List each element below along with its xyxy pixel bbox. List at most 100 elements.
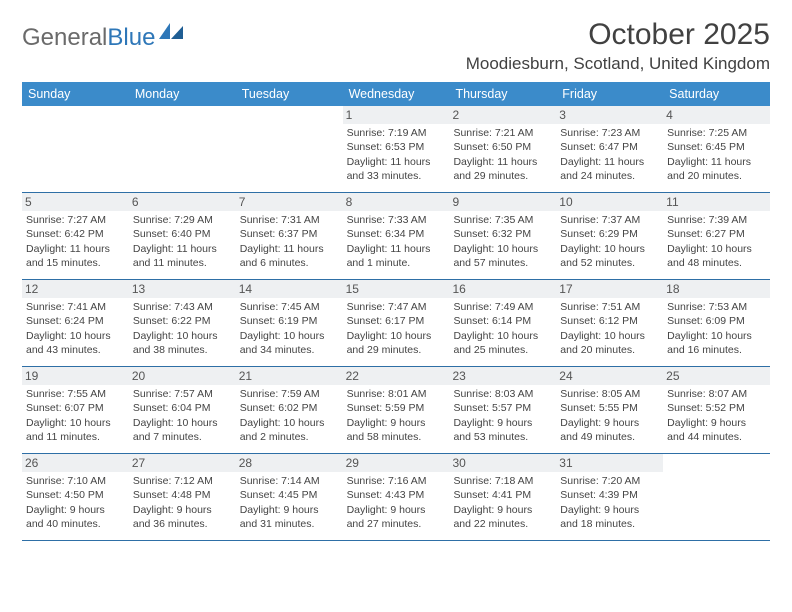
day-body: Sunrise: 8:03 AMSunset: 5:57 PMDaylight:…: [453, 387, 552, 444]
weekday-header: Wednesday: [343, 82, 450, 106]
day-body: Sunrise: 7:33 AMSunset: 6:34 PMDaylight:…: [347, 213, 446, 270]
weekday-header: Saturday: [663, 82, 770, 106]
daylight-text: Daylight: 11 hours and 11 minutes.: [133, 242, 232, 270]
day-body: Sunrise: 7:37 AMSunset: 6:29 PMDaylight:…: [560, 213, 659, 270]
day-body: Sunrise: 7:20 AMSunset: 4:39 PMDaylight:…: [560, 474, 659, 531]
logo-text-blue: Blue: [107, 24, 155, 52]
title-block: October 2025 Moodiesburn, Scotland, Unit…: [466, 18, 770, 74]
daylight-text: Daylight: 10 hours and 38 minutes.: [133, 329, 232, 357]
sunset-text: Sunset: 6:34 PM: [347, 227, 446, 241]
day-number: 5: [22, 193, 129, 211]
day-cell: 16Sunrise: 7:49 AMSunset: 6:14 PMDayligh…: [449, 280, 556, 366]
day-cell: 28Sunrise: 7:14 AMSunset: 4:45 PMDayligh…: [236, 454, 343, 540]
day-number: 9: [449, 193, 556, 211]
day-cell: 3Sunrise: 7:23 AMSunset: 6:47 PMDaylight…: [556, 106, 663, 192]
day-number: 19: [22, 367, 129, 385]
day-number: 15: [343, 280, 450, 298]
daylight-text: Daylight: 9 hours and 18 minutes.: [560, 503, 659, 531]
sunset-text: Sunset: 6:45 PM: [667, 140, 766, 154]
day-cell: 29Sunrise: 7:16 AMSunset: 4:43 PMDayligh…: [343, 454, 450, 540]
day-body: Sunrise: 7:21 AMSunset: 6:50 PMDaylight:…: [453, 126, 552, 183]
sunset-text: Sunset: 6:24 PM: [26, 314, 125, 328]
daylight-text: Daylight: 9 hours and 53 minutes.: [453, 416, 552, 444]
sunset-text: Sunset: 6:17 PM: [347, 314, 446, 328]
day-number: 10: [556, 193, 663, 211]
day-cell: 26Sunrise: 7:10 AMSunset: 4:50 PMDayligh…: [22, 454, 129, 540]
day-number: 21: [236, 367, 343, 385]
day-number: 24: [556, 367, 663, 385]
day-cell: 25Sunrise: 8:07 AMSunset: 5:52 PMDayligh…: [663, 367, 770, 453]
day-body: Sunrise: 7:12 AMSunset: 4:48 PMDaylight:…: [133, 474, 232, 531]
sunrise-text: Sunrise: 7:25 AM: [667, 126, 766, 140]
sunrise-text: Sunrise: 8:05 AM: [560, 387, 659, 401]
sunset-text: Sunset: 4:43 PM: [347, 488, 446, 502]
day-number: 30: [449, 454, 556, 472]
day-cell: 9Sunrise: 7:35 AMSunset: 6:32 PMDaylight…: [449, 193, 556, 279]
day-cell: 23 Sunrise: 8:03 AMSunset: 5:57 PMDayligh…: [449, 367, 556, 453]
day-body: Sunrise: 7:16 AMSunset: 4:43 PMDaylight:…: [347, 474, 446, 531]
sunrise-text: Sunrise: 7:57 AM: [133, 387, 232, 401]
sunset-text: Sunset: 4:48 PM: [133, 488, 232, 502]
sunrise-text: Sunrise: 7:35 AM: [453, 213, 552, 227]
day-cell: 0: [129, 106, 236, 192]
day-number: 18: [663, 280, 770, 298]
weeks-container: 0001Sunrise: 7:19 AMSunset: 6:53 PMDayli…: [22, 106, 770, 541]
day-body: Sunrise: 7:10 AMSunset: 4:50 PMDaylight:…: [26, 474, 125, 531]
weekday-header: Friday: [556, 82, 663, 106]
weekday-header-row: SundayMondayTuesdayWednesdayThursdayFrid…: [22, 82, 770, 106]
day-cell: 22Sunrise: 8:01 AMSunset: 5:59 PMDayligh…: [343, 367, 450, 453]
sunrise-text: Sunrise: 7:47 AM: [347, 300, 446, 314]
day-body: Sunrise: 7:41 AMSunset: 6:24 PMDaylight:…: [26, 300, 125, 357]
sunrise-text: Sunrise: 7:59 AM: [240, 387, 339, 401]
day-body: Sunrise: 7:31 AMSunset: 6:37 PMDaylight:…: [240, 213, 339, 270]
day-cell: 18Sunrise: 7:53 AMSunset: 6:09 PMDayligh…: [663, 280, 770, 366]
daylight-text: Daylight: 11 hours and 1 minute.: [347, 242, 446, 270]
week-row: 12Sunrise: 7:41 AMSunset: 6:24 PMDayligh…: [22, 280, 770, 367]
sunrise-text: Sunrise: 8:07 AM: [667, 387, 766, 401]
day-number: 2: [449, 106, 556, 124]
day-number: 14: [236, 280, 343, 298]
day-body: Sunrise: 7:19 AMSunset: 6:53 PMDaylight:…: [347, 126, 446, 183]
sunset-text: Sunset: 6:53 PM: [347, 140, 446, 154]
logo-text-general: General: [22, 24, 107, 52]
day-body: Sunrise: 7:45 AMSunset: 6:19 PMDaylight:…: [240, 300, 339, 357]
sunrise-text: Sunrise: 7:12 AM: [133, 474, 232, 488]
day-number: 23: [449, 367, 556, 385]
sunrise-text: Sunrise: 7:18 AM: [453, 474, 552, 488]
sunset-text: Sunset: 6:37 PM: [240, 227, 339, 241]
daylight-text: Daylight: 10 hours and 20 minutes.: [560, 329, 659, 357]
day-number: 13: [129, 280, 236, 298]
day-cell: 6Sunrise: 7:29 AMSunset: 6:40 PMDaylight…: [129, 193, 236, 279]
day-number: 7: [236, 193, 343, 211]
daylight-text: Daylight: 9 hours and 36 minutes.: [133, 503, 232, 531]
day-body: Sunrise: 7:55 AMSunset: 6:07 PMDaylight:…: [26, 387, 125, 444]
header: GeneralBlue October 2025 Moodiesburn, Sc…: [22, 18, 770, 74]
day-cell: 20Sunrise: 7:57 AMSunset: 6:04 PMDayligh…: [129, 367, 236, 453]
sunrise-text: Sunrise: 7:29 AM: [133, 213, 232, 227]
day-cell: 5Sunrise: 7:27 AMSunset: 6:42 PMDaylight…: [22, 193, 129, 279]
sunrise-text: Sunrise: 7:45 AM: [240, 300, 339, 314]
month-title: October 2025: [466, 18, 770, 52]
daylight-text: Daylight: 9 hours and 49 minutes.: [560, 416, 659, 444]
daylight-text: Daylight: 11 hours and 6 minutes.: [240, 242, 339, 270]
daylight-text: Daylight: 10 hours and 43 minutes.: [26, 329, 125, 357]
day-number: 25: [663, 367, 770, 385]
sunset-text: Sunset: 6:12 PM: [560, 314, 659, 328]
day-number: 3: [556, 106, 663, 124]
day-cell: 10 Sunrise: 7:37 AMSunset: 6:29 PMDayligh…: [556, 193, 663, 279]
day-number: 8: [343, 193, 450, 211]
daylight-text: Daylight: 9 hours and 44 minutes.: [667, 416, 766, 444]
sunrise-text: Sunrise: 7:53 AM: [667, 300, 766, 314]
weekday-header: Sunday: [22, 82, 129, 106]
daylight-text: Daylight: 9 hours and 40 minutes.: [26, 503, 125, 531]
day-cell: 31Sunrise: 7:20 AMSunset: 4:39 PMDayligh…: [556, 454, 663, 540]
sunrise-text: Sunrise: 7:51 AM: [560, 300, 659, 314]
sunrise-text: Sunrise: 7:55 AM: [26, 387, 125, 401]
daylight-text: Daylight: 9 hours and 22 minutes.: [453, 503, 552, 531]
sunrise-text: Sunrise: 7:21 AM: [453, 126, 552, 140]
daylight-text: Daylight: 10 hours and 7 minutes.: [133, 416, 232, 444]
daylight-text: Daylight: 10 hours and 16 minutes.: [667, 329, 766, 357]
sunset-text: Sunset: 4:39 PM: [560, 488, 659, 502]
day-body: Sunrise: 7:59 AMSunset: 6:02 PMDaylight:…: [240, 387, 339, 444]
day-body: Sunrise: 7:51 AMSunset: 6:12 PMDaylight:…: [560, 300, 659, 357]
